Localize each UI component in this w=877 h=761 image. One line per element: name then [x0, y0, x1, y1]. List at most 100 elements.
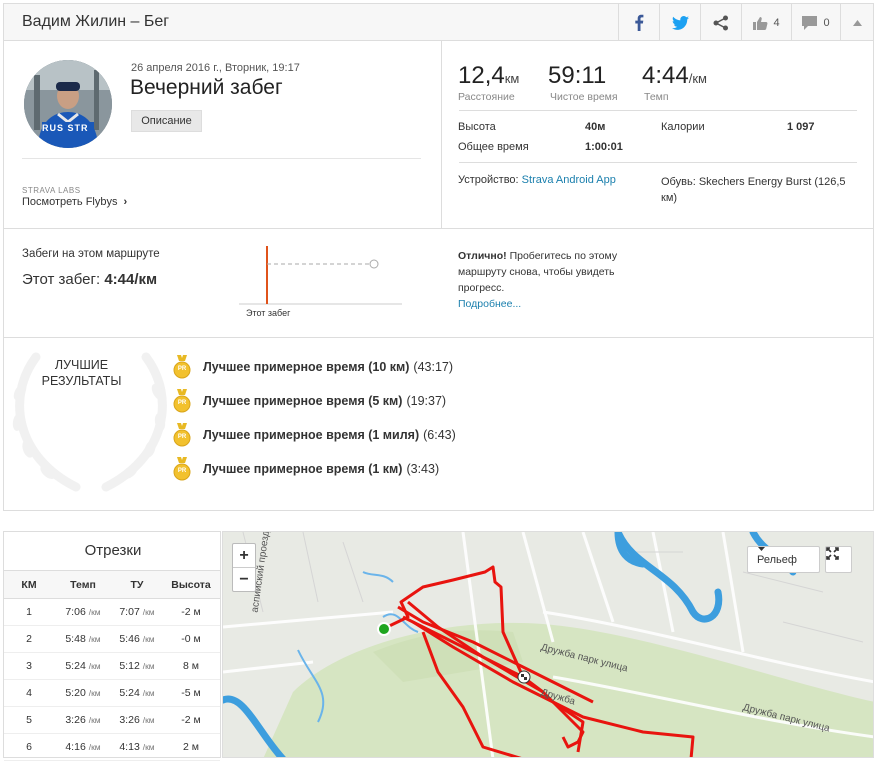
more-link[interactable]: Подробнее...: [458, 298, 522, 310]
achievement-label: Лучшее примерное время (10 км): [203, 360, 410, 374]
chevron-right-icon: ›: [123, 196, 128, 208]
split-km: 6: [4, 733, 54, 761]
split-pace-value: 5:24: [65, 660, 86, 672]
split-pace: 5:24 /км: [54, 652, 112, 680]
split-elevation: -5 м: [162, 679, 220, 707]
table-row[interactable]: 1 7:06 /км 7:07 /км -2 м: [4, 598, 220, 626]
split-unit: /км: [88, 634, 101, 644]
split-gap: 4:13 /км: [112, 733, 162, 761]
activity-summary-card: RUS STR 26 апреля 2016 г., Вторник, 19:1…: [3, 41, 874, 511]
distance-unit: км: [504, 71, 520, 86]
caret-down-icon: [758, 547, 765, 551]
pr-medal-icon: PR: [173, 423, 191, 447]
split-unit: /км: [88, 688, 101, 698]
shoes-value: Skechers Energy Burst (126,5 км): [661, 176, 846, 204]
achievement-item[interactable]: PR Лучшее примерное время (1 миля) (6:43): [173, 422, 456, 448]
splits-header-row: КМ Темп ТУ Высота: [4, 570, 220, 599]
activity-title: Вечерний забег: [130, 76, 283, 99]
activity-date: 26 апреля 2016 г., Вторник, 19:17: [131, 62, 300, 74]
split-pace: 3:26 /км: [54, 706, 112, 734]
elevation-value: 40м: [585, 121, 606, 133]
split-pace: 5:20 /км: [54, 679, 112, 707]
device-label: Устройство:: [458, 174, 519, 186]
pr-medal-icon: PR: [173, 355, 191, 379]
fullscreen-icon: [826, 547, 839, 560]
split-pace: 7:06 /км: [54, 598, 112, 626]
route-tip: Отлично! Пробегитесь по этому маршруту с…: [458, 248, 643, 312]
split-unit: /км: [88, 661, 101, 671]
table-row[interactable]: 2 5:48 /км 5:46 /км -0 м: [4, 625, 220, 653]
fullscreen-button[interactable]: [825, 546, 852, 573]
achievement-item[interactable]: PR Лучшее примерное время (5 км) (19:37): [173, 388, 446, 414]
achievement-item[interactable]: PR Лучшее примерное время (10 км) (43:17): [173, 354, 453, 380]
avatar-shirt-text: RUS STR: [42, 123, 89, 133]
kudos-count: 4: [773, 16, 780, 29]
table-row[interactable]: 5 3:26 /км 3:26 /км -2 м: [4, 706, 220, 734]
elapsed-value: 1:00:01: [585, 141, 623, 153]
zoom-in-button[interactable]: +: [233, 544, 255, 568]
moving-time-value: 59:11: [548, 62, 607, 89]
device-link[interactable]: Strava Android App: [521, 174, 616, 186]
split-pace: 5:48 /км: [54, 625, 112, 653]
split-gap-value: 5:46: [119, 633, 140, 645]
split-unit: /км: [142, 607, 155, 617]
pr-medal-label: PR: [177, 400, 187, 406]
pace-column-header[interactable]: Темп: [54, 570, 112, 599]
this-run-pace: Этот забег: 4:44/км: [22, 271, 157, 288]
splits-title: Отрезки: [84, 542, 142, 559]
pace-unit: /км: [688, 71, 707, 86]
split-gap: 7:07 /км: [112, 598, 162, 626]
distance-label: Расстояние: [458, 91, 515, 103]
distance-stat: 12,4км: [458, 62, 519, 90]
share-button[interactable]: [700, 4, 741, 41]
comments-button[interactable]: 0: [791, 4, 840, 41]
kudos-button[interactable]: 4: [741, 4, 791, 41]
gap-column-header[interactable]: ТУ: [112, 570, 162, 599]
pace-stat: 4:44/км: [642, 62, 707, 90]
split-elevation: -2 м: [162, 598, 220, 626]
split-elevation: 2 м: [162, 733, 220, 761]
split-pace-value: 3:26: [65, 714, 86, 726]
avatar[interactable]: RUS STR: [24, 60, 112, 148]
split-elevation: -2 м: [162, 706, 220, 734]
split-elevation: -0 м: [162, 625, 220, 653]
split-gap: 3:26 /км: [112, 706, 162, 734]
split-pace: 4:16 /км: [54, 733, 112, 761]
route-map[interactable]: Дружба парк улица Дружба парк улица Друж…: [222, 531, 874, 758]
table-row[interactable]: 4 5:20 /км 5:24 /км -5 м: [4, 679, 220, 707]
flybys-link[interactable]: Посмотреть Flybys ›: [22, 196, 127, 208]
map-layer-select[interactable]: Рельеф: [747, 546, 820, 573]
zoom-out-button[interactable]: −: [239, 571, 249, 588]
this-run-value: 4:44/км: [104, 271, 158, 288]
best-results-title: ЛУЧШИЕ РЕЗУЛЬТАТЫ: [41, 358, 122, 388]
divider: [4, 228, 873, 229]
achievement-label: Лучшее примерное время (1 миля): [203, 428, 420, 442]
split-pace-value: 7:06: [65, 606, 86, 618]
elapsed-label: Общее время: [458, 141, 529, 153]
km-column-header[interactable]: КМ: [4, 570, 54, 599]
achievement-value: (19:37): [406, 394, 447, 408]
collapse-button[interactable]: [840, 4, 874, 41]
split-gap: 5:24 /км: [112, 679, 162, 707]
facebook-share-button[interactable]: [618, 4, 659, 41]
split-unit: /км: [88, 742, 101, 752]
splits-panel: Отрезки КМ Темп ТУ Высота 1 7:06 /км 7:0…: [3, 531, 221, 761]
description-button[interactable]: Описание: [131, 110, 202, 132]
calories-label: Калории: [661, 121, 705, 133]
achievement-label: Лучшее примерное время (1 км): [203, 462, 403, 476]
pr-medal-label: PR: [177, 366, 187, 372]
device-info: Устройство: Strava Android App: [458, 174, 616, 186]
table-row[interactable]: 3 5:24 /км 5:12 /км 8 м: [4, 652, 220, 680]
achievement-value: (43:17): [413, 360, 454, 374]
split-gap-value: 4:13: [119, 741, 140, 753]
twitter-icon: [671, 15, 689, 30]
elevation-column-header[interactable]: Высота: [162, 570, 220, 599]
route-chart-caption: Этот забег: [246, 308, 291, 318]
twitter-share-button[interactable]: [659, 4, 700, 41]
achievement-value: (6:43): [423, 428, 456, 442]
achievement-item[interactable]: PR Лучшее примерное время (1 км) (3:43): [173, 456, 439, 482]
table-row[interactable]: 6 4:16 /км 4:13 /км 2 м: [4, 733, 220, 761]
split-gap-value: 5:24: [119, 687, 140, 699]
split-km: 4: [4, 679, 54, 707]
activity-heading: Вадим Жилин – Бег: [22, 13, 170, 30]
